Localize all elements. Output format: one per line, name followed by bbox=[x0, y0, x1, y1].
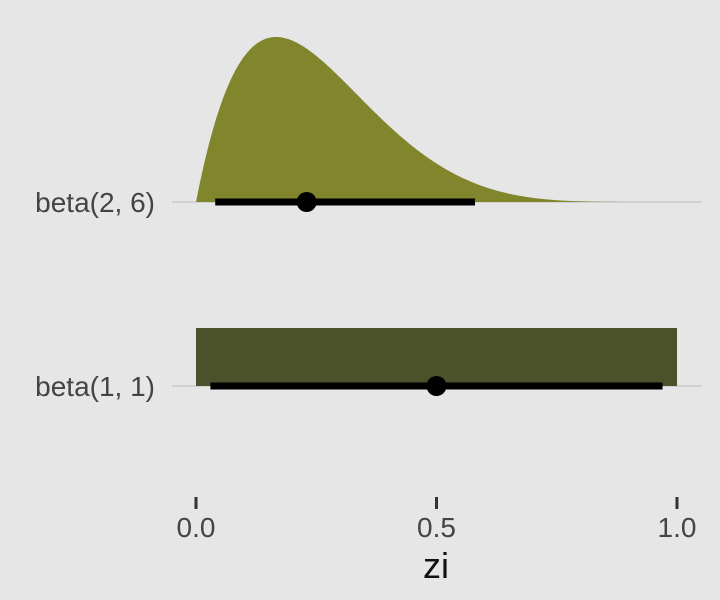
x-tick-label-0.0: 0.0 bbox=[177, 512, 216, 543]
x-axis-title: zi bbox=[423, 545, 449, 586]
category-label-beta-2-6: beta(2, 6) bbox=[35, 187, 155, 218]
x-axis: 0.0 0.5 1.0 bbox=[177, 497, 697, 543]
density-beta-1-1 bbox=[196, 328, 677, 386]
x-tick-label-1.0: 1.0 bbox=[658, 512, 697, 543]
x-tick-label-0.5: 0.5 bbox=[417, 512, 456, 543]
point-beta-1-1 bbox=[426, 376, 447, 396]
density-beta-2-6 bbox=[196, 37, 677, 202]
intervals bbox=[210, 192, 663, 396]
category-labels: beta(2, 6) beta(1, 1) bbox=[35, 187, 155, 402]
point-beta-2-6 bbox=[296, 192, 317, 212]
densities bbox=[196, 37, 677, 386]
category-label-beta-1-1: beta(1, 1) bbox=[35, 371, 155, 402]
